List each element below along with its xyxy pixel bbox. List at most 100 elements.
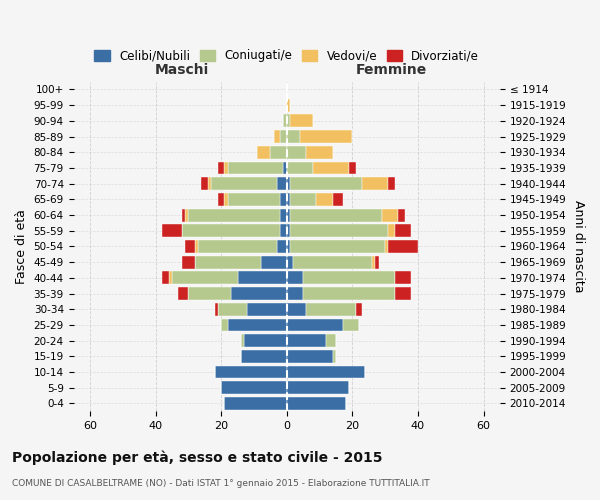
Bar: [241, 334, 244, 347]
Bar: [172, 272, 238, 284]
Bar: [290, 114, 313, 128]
Bar: [287, 318, 343, 332]
Bar: [224, 193, 228, 206]
Bar: [287, 130, 300, 143]
Bar: [307, 303, 356, 316]
Bar: [218, 193, 224, 206]
Bar: [349, 162, 356, 174]
Bar: [280, 208, 287, 222]
Bar: [287, 114, 290, 128]
Bar: [316, 193, 332, 206]
Bar: [238, 272, 287, 284]
Bar: [274, 130, 280, 143]
Bar: [287, 366, 365, 378]
Bar: [287, 224, 290, 237]
Bar: [332, 193, 343, 206]
Bar: [221, 382, 287, 394]
Bar: [182, 256, 195, 268]
Legend: Celibi/Nubili, Coniugati/e, Vedovi/e, Divorziati/e: Celibi/Nubili, Coniugati/e, Vedovi/e, Di…: [89, 44, 484, 67]
Bar: [307, 146, 332, 158]
Bar: [388, 224, 395, 237]
Bar: [162, 272, 169, 284]
Bar: [388, 177, 395, 190]
Bar: [169, 272, 172, 284]
Bar: [287, 208, 290, 222]
Bar: [372, 256, 376, 268]
Bar: [290, 224, 388, 237]
Bar: [247, 303, 287, 316]
Bar: [182, 208, 185, 222]
Bar: [188, 287, 231, 300]
Bar: [293, 256, 372, 268]
Bar: [202, 177, 208, 190]
Bar: [241, 350, 287, 363]
Bar: [290, 240, 385, 253]
Bar: [218, 162, 224, 174]
Bar: [195, 240, 198, 253]
Bar: [260, 256, 287, 268]
Bar: [231, 287, 287, 300]
Bar: [277, 240, 287, 253]
Bar: [382, 208, 398, 222]
Bar: [300, 130, 352, 143]
Bar: [290, 177, 362, 190]
Bar: [332, 350, 336, 363]
Bar: [287, 240, 290, 253]
Bar: [326, 334, 336, 347]
Bar: [162, 224, 182, 237]
Bar: [287, 272, 303, 284]
Bar: [395, 272, 412, 284]
Bar: [283, 114, 287, 128]
Bar: [208, 177, 211, 190]
Bar: [178, 287, 188, 300]
Bar: [287, 303, 307, 316]
Bar: [303, 272, 395, 284]
Bar: [395, 287, 412, 300]
Bar: [277, 177, 287, 190]
Y-axis label: Anni di nascita: Anni di nascita: [572, 200, 585, 292]
Bar: [356, 303, 362, 316]
Bar: [215, 303, 218, 316]
Bar: [244, 334, 287, 347]
Bar: [198, 240, 277, 253]
Bar: [228, 193, 280, 206]
Bar: [211, 177, 277, 190]
Bar: [287, 99, 290, 112]
Bar: [257, 146, 271, 158]
Bar: [188, 208, 280, 222]
Bar: [287, 193, 290, 206]
Bar: [388, 240, 418, 253]
Bar: [224, 162, 228, 174]
Bar: [215, 366, 287, 378]
Bar: [182, 224, 280, 237]
Bar: [313, 162, 349, 174]
Bar: [221, 318, 228, 332]
Bar: [287, 397, 346, 410]
Y-axis label: Fasce di età: Fasce di età: [15, 209, 28, 284]
Bar: [398, 208, 405, 222]
Bar: [287, 146, 307, 158]
Bar: [287, 177, 290, 190]
Bar: [290, 208, 382, 222]
Bar: [195, 256, 260, 268]
Bar: [280, 193, 287, 206]
Bar: [280, 130, 287, 143]
Bar: [362, 177, 388, 190]
Bar: [376, 256, 379, 268]
Bar: [287, 334, 326, 347]
Text: Maschi: Maschi: [155, 63, 209, 77]
Text: Femmine: Femmine: [356, 63, 427, 77]
Bar: [287, 162, 313, 174]
Bar: [280, 224, 287, 237]
Text: Popolazione per età, sesso e stato civile - 2015: Popolazione per età, sesso e stato civil…: [12, 450, 383, 465]
Bar: [185, 208, 188, 222]
Bar: [228, 162, 283, 174]
Bar: [218, 303, 247, 316]
Bar: [228, 318, 287, 332]
Bar: [283, 162, 287, 174]
Bar: [343, 318, 359, 332]
Bar: [287, 287, 303, 300]
Text: COMUNE DI CASALBELTRAME (NO) - Dati ISTAT 1° gennaio 2015 - Elaborazione TUTTITA: COMUNE DI CASALBELTRAME (NO) - Dati ISTA…: [12, 479, 430, 488]
Bar: [287, 256, 293, 268]
Bar: [395, 224, 412, 237]
